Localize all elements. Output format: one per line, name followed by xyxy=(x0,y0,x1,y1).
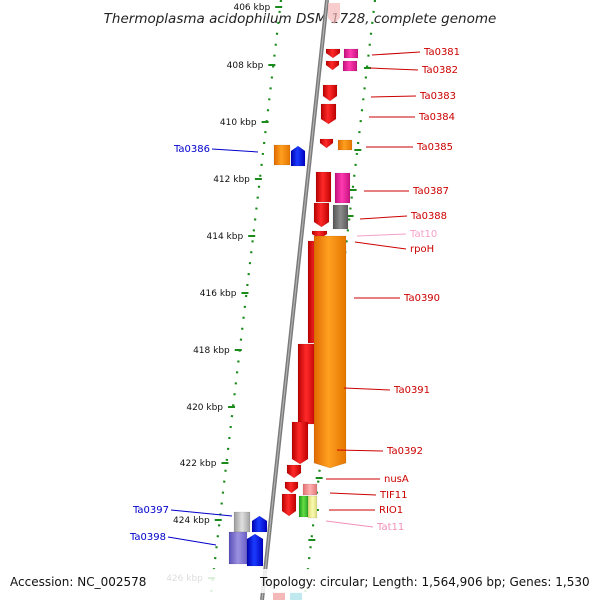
gene-label-right: Tat10 xyxy=(409,229,437,240)
leader-line xyxy=(325,520,374,528)
leader-line xyxy=(329,492,377,496)
feature-ta0398-a xyxy=(228,531,248,565)
leader-line xyxy=(369,67,419,71)
leader-line xyxy=(370,95,417,98)
leader-line xyxy=(170,509,233,517)
gene-ta0385 xyxy=(319,138,334,149)
leader-line xyxy=(354,241,407,250)
gene-label-right: Ta0391 xyxy=(393,385,430,396)
gene-label-right: Ta0392 xyxy=(386,446,423,457)
gene-label-right: rpoH xyxy=(410,244,434,255)
feature-tif11-b xyxy=(302,483,318,496)
feature-rio1-yellow xyxy=(307,495,318,519)
gene-label-right: Ta0385 xyxy=(416,142,453,153)
gene-label-right: Ta0388 xyxy=(410,211,447,222)
gene-ta0381 xyxy=(325,48,341,59)
gene-ta0386 xyxy=(290,145,306,167)
feature-ta0386-a xyxy=(273,144,291,166)
feature-ta0382-b xyxy=(342,60,358,72)
feature-rio1-green xyxy=(298,495,309,518)
scale-tick-label: 418 kbp xyxy=(193,346,230,356)
gene-label-right: Ta0384 xyxy=(418,112,455,123)
gene-label-left: Ta0398 xyxy=(129,532,166,543)
gene-ta0388 xyxy=(313,202,330,228)
leader-line xyxy=(371,51,421,56)
scale-tick-label: 422 kbp xyxy=(180,459,217,469)
scale-tick-label: 424 kbp xyxy=(173,516,210,526)
gene-ta0391 xyxy=(297,343,317,425)
feature-fragment-bottom xyxy=(290,592,302,600)
gene-fragment-bottom xyxy=(273,592,285,600)
gene-ta0383 xyxy=(322,84,338,102)
gene-label-right: Ta0390 xyxy=(403,293,440,304)
gene-label-right: Ta0387 xyxy=(412,186,449,197)
genome-title: Thermoplasma acidophilum DSM 1728, compl… xyxy=(104,11,497,27)
leader-line xyxy=(167,536,217,546)
gene-ta0384 xyxy=(320,103,337,125)
feature-ta0397-a xyxy=(233,511,251,533)
gene-label-right: Tat11 xyxy=(376,522,404,533)
scale-tick-label: 412 kbp xyxy=(213,175,250,185)
feature-orange-long xyxy=(313,235,347,469)
genome-summary-text: Topology: circular; Length: 1,564,906 bp… xyxy=(259,575,590,589)
leader-line xyxy=(356,233,407,237)
genome-backbone-highlight xyxy=(261,0,328,600)
gene-ta0382 xyxy=(325,60,340,71)
leader-line xyxy=(343,387,391,391)
scale-tick-label: 410 kbp xyxy=(220,118,257,128)
scale-tick-label: 406 kbp xyxy=(233,3,270,13)
gene-label-right: nusA xyxy=(384,474,409,485)
axis-dots-right xyxy=(303,0,377,595)
leader-line xyxy=(336,449,384,452)
accession-text: Accession: NC_002578 xyxy=(10,575,146,589)
leader-line xyxy=(359,215,408,220)
gene-rio1 xyxy=(281,493,297,517)
label-leader-lines xyxy=(167,51,421,546)
gene-ta0398 xyxy=(246,533,264,567)
gene-label-left: Ta0386 xyxy=(173,144,210,155)
gene-label-right: RIO1 xyxy=(379,505,403,516)
feature-ta0385-b xyxy=(337,139,353,151)
gene-label-right: Ta0383 xyxy=(419,91,456,102)
footer-backdrop xyxy=(0,569,600,593)
gene-ta0387 xyxy=(315,171,332,203)
gene-label-right: Ta0382 xyxy=(421,65,458,76)
gene-nusa xyxy=(286,464,302,479)
leader-line xyxy=(211,148,259,153)
scale-tick-label: 414 kbp xyxy=(207,232,244,242)
gene-label-left: Ta0397 xyxy=(132,505,169,516)
gene-ta0392 xyxy=(291,421,309,465)
gene-fragment-top xyxy=(328,3,340,24)
feature-ta0387-b xyxy=(334,172,351,204)
gene-tracks xyxy=(228,3,359,600)
axis-dots-left xyxy=(209,0,283,595)
scale-tick-label: 408 kbp xyxy=(227,61,264,71)
gene-label-right: Ta0381 xyxy=(423,47,460,58)
gene-labels: Ta0381 Ta0382 Ta0383 Ta0384 Ta0385 Ta0387 Ta03… xyxy=(129,47,460,543)
scale-tick-label: 420 kbp xyxy=(186,403,223,413)
feature-ta0381-b xyxy=(343,48,359,59)
gene-tif11 xyxy=(284,481,299,494)
scale-tick-label: 416 kbp xyxy=(200,289,237,299)
gene-ta0397 xyxy=(251,515,268,533)
gene-label-right: TIF11 xyxy=(379,490,408,501)
feature-ta0388-b xyxy=(332,204,349,230)
